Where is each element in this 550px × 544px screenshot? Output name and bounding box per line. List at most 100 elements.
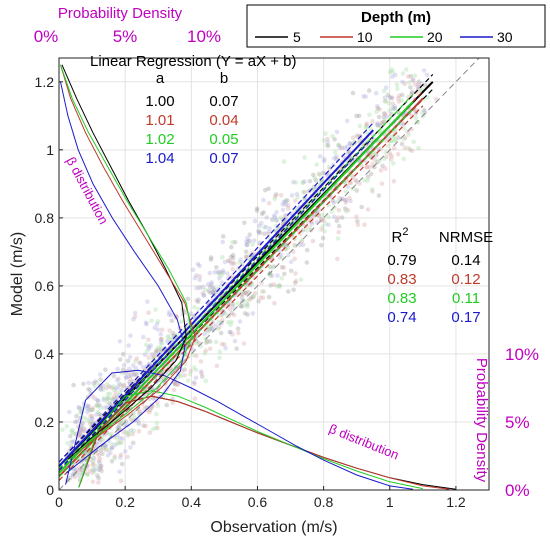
scatter-point (95, 398, 100, 403)
scatter-point (128, 428, 134, 433)
scatter-point (419, 110, 425, 116)
scatter-point (320, 224, 326, 229)
scatter-point (103, 448, 109, 453)
scatter-point (354, 214, 359, 219)
scatter-point (321, 138, 327, 143)
scatter-point (356, 113, 362, 119)
scatter-point (241, 299, 246, 304)
scatter-point (194, 285, 199, 291)
scatter-point (302, 179, 307, 184)
scatter-point (117, 339, 123, 344)
scatter-point (336, 207, 342, 213)
scatter-point (251, 238, 257, 243)
scatter-point (336, 143, 342, 148)
scatter-point (77, 432, 82, 437)
scatter-point (239, 291, 244, 297)
scatter-point (269, 258, 274, 264)
scatter-point (384, 138, 389, 144)
scatter-point (95, 409, 101, 415)
scatter-point (93, 379, 98, 384)
scatter-point (242, 290, 247, 296)
scatter-point (159, 336, 164, 342)
scatter-point (368, 171, 374, 177)
regression-a-5: 1.00 (145, 93, 174, 110)
scatter-point (155, 347, 160, 353)
scatter-point (245, 236, 250, 241)
scatter-point (257, 230, 263, 236)
scatter-point (100, 437, 106, 443)
scatter-point (400, 71, 406, 76)
scatter-point (274, 217, 279, 223)
scatter-point (384, 154, 389, 160)
scatter-point (90, 462, 96, 468)
scatter-point (91, 461, 96, 466)
scatter-point (394, 82, 400, 87)
scatter-point (259, 211, 265, 217)
scatter-point (274, 284, 280, 289)
scatter-point (322, 156, 327, 162)
scatter-point (357, 123, 363, 129)
scatter-point (195, 261, 201, 267)
scatter-point (103, 367, 108, 373)
scatter-point (331, 214, 337, 220)
y-tick-label-2: 0.4 (35, 346, 55, 362)
scatter-point (90, 479, 96, 485)
scatter-point (411, 139, 417, 144)
scatter-point (302, 189, 308, 195)
scatter-point (137, 409, 143, 414)
scatter-point (105, 453, 111, 458)
scatter-point (194, 273, 199, 278)
scatter-point (151, 354, 156, 359)
scatter-point (81, 428, 87, 433)
scatter-point (274, 210, 279, 215)
scatter-point (143, 320, 149, 326)
scatter-point (123, 449, 128, 454)
scatter-point (286, 252, 291, 258)
scatter-point (114, 435, 119, 441)
regression-band-2-1 (58, 93, 414, 470)
scatter-point (334, 154, 339, 159)
scatter-point (109, 431, 114, 437)
scatter-point (242, 311, 248, 316)
scatter-point (354, 113, 359, 119)
scatter-point (380, 163, 385, 169)
observation-pdf-2 (78, 390, 423, 490)
scatter-point (383, 85, 389, 90)
scatter-point (90, 455, 96, 460)
scatter-point (201, 292, 207, 298)
scatter-point (180, 368, 185, 374)
scatter-point (367, 112, 372, 118)
scatter-point (194, 298, 199, 303)
scatter-point (389, 153, 395, 159)
scatter-point (150, 357, 156, 362)
scatter-point (197, 263, 202, 269)
scatter-point (196, 306, 201, 312)
scatter-point (172, 381, 177, 386)
scatter-point (350, 135, 356, 140)
scatter-point (169, 318, 175, 324)
scatter-point (86, 405, 91, 410)
scatter-point (365, 178, 370, 183)
scatter-point (257, 223, 262, 229)
scatter-point (326, 164, 332, 170)
scatter-point (247, 282, 253, 288)
right-density-tick-5: 5% (505, 413, 530, 432)
scatter-point (230, 260, 236, 265)
scatter-point (325, 140, 331, 145)
scatter-point (298, 277, 304, 282)
scatter-point (185, 378, 191, 383)
right-density-tick-10: 10% (505, 345, 539, 364)
scatter-point (121, 382, 127, 388)
scatter-point (205, 282, 211, 287)
scatter-point (125, 430, 131, 435)
regression-band-1-0 (58, 105, 424, 481)
scatter-point (247, 297, 253, 302)
scatter-point (131, 317, 136, 322)
scatter-point (217, 270, 223, 275)
scatter-point (323, 131, 328, 136)
scatter-point (243, 290, 248, 296)
scatter-point (102, 444, 108, 449)
scatter-point (232, 239, 238, 245)
scatter-point (90, 394, 95, 399)
scatter-point (209, 280, 214, 285)
